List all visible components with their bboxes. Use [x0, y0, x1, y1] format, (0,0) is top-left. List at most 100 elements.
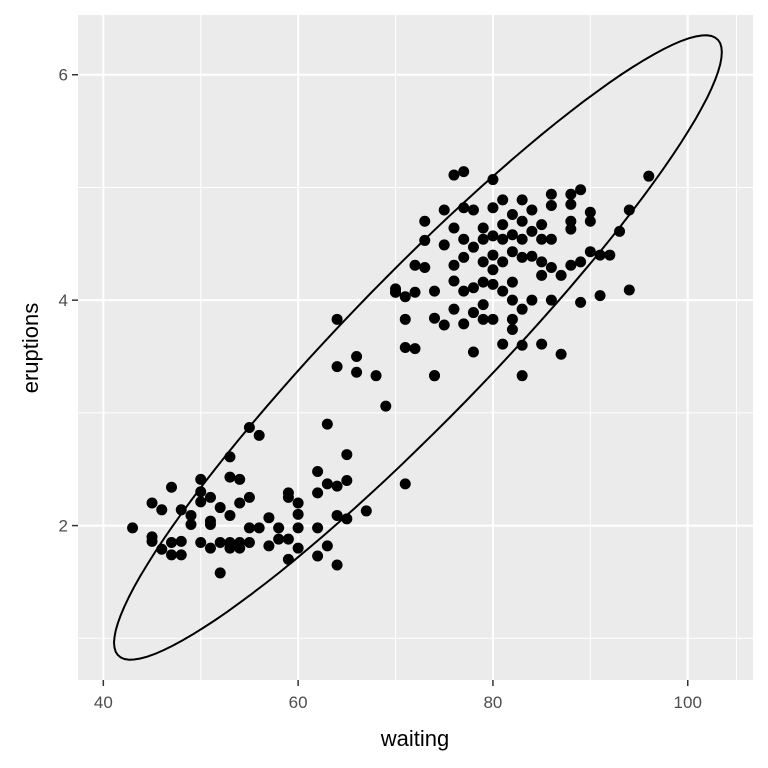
data-point [506, 323, 518, 335]
data-point [487, 264, 499, 276]
data-point [185, 509, 197, 521]
data-point [321, 418, 333, 430]
data-point [448, 275, 460, 287]
data-point [477, 299, 489, 311]
data-point [623, 284, 635, 296]
data-point [467, 346, 479, 358]
data-point [214, 536, 226, 548]
data-point [282, 533, 294, 545]
data-point [458, 166, 470, 178]
data-point [234, 542, 246, 554]
data-point [224, 451, 236, 463]
data-point [575, 296, 587, 308]
data-point [409, 259, 421, 271]
data-point [253, 429, 265, 441]
data-point [195, 496, 207, 508]
data-point [224, 509, 236, 521]
data-point [545, 294, 557, 306]
x-axis-label: waiting [380, 726, 449, 751]
data-point [243, 422, 255, 434]
data-point [487, 230, 499, 242]
data-point [526, 225, 538, 237]
data-point [623, 204, 635, 216]
data-point [292, 542, 304, 554]
data-point [282, 553, 294, 565]
data-point [370, 370, 382, 382]
y-axis-label: eruptions [18, 303, 43, 394]
data-point [506, 313, 518, 325]
data-point [516, 251, 528, 263]
x-tick-label: 40 [94, 693, 113, 712]
data-point [448, 222, 460, 234]
data-point [438, 204, 450, 216]
data-point [497, 256, 509, 268]
data-point [127, 522, 139, 534]
data-point [341, 449, 353, 461]
data-point [575, 184, 587, 196]
data-point [506, 276, 518, 288]
data-point [575, 256, 587, 268]
data-point [516, 233, 528, 245]
data-point [331, 559, 343, 571]
data-point [243, 522, 255, 534]
data-point [467, 241, 479, 253]
data-point [399, 478, 411, 490]
data-point [477, 222, 489, 234]
data-point [282, 491, 294, 503]
data-point [399, 313, 411, 325]
data-point [477, 276, 489, 288]
data-point [458, 285, 470, 297]
data-point [146, 535, 158, 547]
data-point [438, 319, 450, 331]
data-point [321, 540, 333, 552]
data-point [448, 169, 460, 181]
data-point [399, 291, 411, 303]
data-point [390, 286, 402, 298]
x-tick-label: 60 [289, 693, 308, 712]
data-point [419, 261, 431, 273]
data-point [195, 486, 207, 498]
data-point [195, 473, 207, 485]
data-point [428, 370, 440, 382]
data-point [312, 465, 324, 477]
data-point [506, 209, 518, 220]
data-point [643, 170, 655, 182]
data-point [341, 475, 353, 486]
data-point [516, 339, 528, 351]
data-point [214, 567, 226, 579]
data-point [292, 508, 304, 520]
data-point [516, 194, 528, 206]
data-point [545, 188, 557, 200]
data-point [419, 215, 431, 227]
data-point [234, 473, 246, 485]
data-point [536, 233, 548, 245]
data-point [584, 206, 596, 218]
data-point [428, 285, 440, 297]
data-point [565, 188, 577, 200]
data-point [409, 286, 421, 298]
data-point [536, 338, 548, 350]
data-point [448, 259, 460, 271]
data-point [477, 313, 489, 325]
data-point [526, 250, 538, 262]
data-point [506, 246, 518, 258]
data-point [273, 533, 285, 545]
y-tick-label: 4 [59, 291, 68, 310]
data-point [175, 535, 187, 547]
data-point [487, 313, 499, 325]
data-point [312, 550, 324, 562]
data-point [526, 204, 538, 216]
data-point [477, 256, 489, 268]
data-point [428, 312, 440, 324]
data-point [545, 233, 557, 245]
data-point [545, 199, 557, 211]
data-point [565, 198, 577, 210]
data-point [146, 497, 158, 509]
data-point [516, 370, 528, 382]
data-point [166, 536, 178, 548]
x-tick-label: 100 [674, 693, 702, 712]
data-point [204, 491, 216, 503]
data-point [594, 290, 606, 302]
data-point [380, 400, 392, 412]
data-point [458, 318, 470, 330]
